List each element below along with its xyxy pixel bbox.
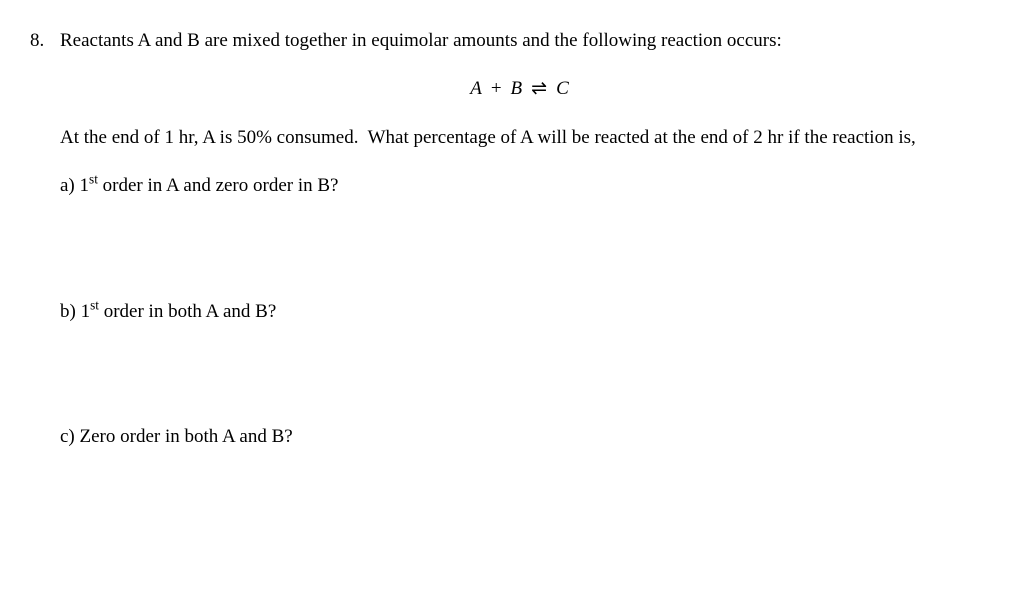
part-c: c) Zero order in both A and B? (60, 424, 980, 450)
question-number: 8. (30, 28, 60, 450)
question-prompt: Reactants A and B are mixed together in … (60, 28, 980, 54)
question-row: 8. Reactants A and B are mixed together … (30, 28, 980, 450)
reaction-equation: A+B⇌C (60, 76, 980, 102)
question-condition: At the end of 1 hr, A is 50% consumed. W… (60, 125, 980, 151)
part-a: a) 1st order in A and zero order in B? (60, 173, 980, 199)
part-b: b) 1st order in both A and B? (60, 299, 980, 325)
question-content: Reactants A and B are mixed together in … (60, 28, 980, 450)
